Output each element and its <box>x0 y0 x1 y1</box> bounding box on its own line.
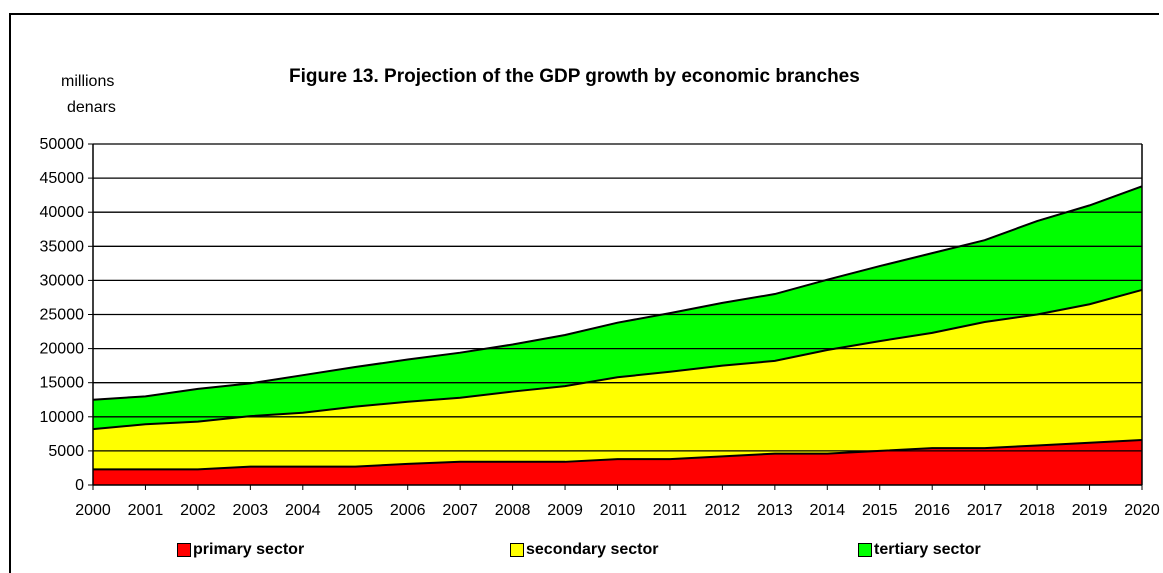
x-tick-label: 2011 <box>653 502 688 519</box>
x-tick-label: 2013 <box>757 502 793 519</box>
x-tick-label: 2009 <box>547 502 583 519</box>
legend-label-tertiary: tertiary sector <box>874 541 981 558</box>
y-tick-label: 35000 <box>40 238 85 255</box>
y-tick-label: 40000 <box>40 204 85 221</box>
y-tick-label: 15000 <box>40 375 85 392</box>
y-tick-label: 20000 <box>40 341 85 358</box>
y-tick-label: 45000 <box>40 170 85 187</box>
legend-item-tertiary: tertiary sector <box>858 540 981 560</box>
series-line-tertiary-sector <box>92 185 1143 401</box>
area-tertiary-sector <box>93 186 1142 430</box>
chart-title: Figure 13. Projection of the GDP growth … <box>289 66 860 87</box>
x-tick-label: 2000 <box>75 502 111 519</box>
legend-label-primary: primary sector <box>193 541 305 558</box>
x-tick-label: 2016 <box>914 502 950 519</box>
y-tick-label: 25000 <box>40 307 85 324</box>
legend-swatch-tertiary <box>858 543 872 557</box>
y-tick-label: 10000 <box>40 409 85 426</box>
legend-swatch-secondary <box>510 543 524 557</box>
y-axis-label-line1: millions <box>61 73 115 90</box>
chart-frame <box>9 13 1159 573</box>
x-tick-label: 2014 <box>810 502 846 519</box>
y-tick-label: 30000 <box>40 272 85 289</box>
legend-item-secondary: secondary sector <box>510 540 659 560</box>
x-tick-label: 2019 <box>1072 502 1108 519</box>
x-tick-label: 2010 <box>600 502 636 519</box>
series-line-primary-sector <box>93 438 1143 471</box>
legend-item-primary: primary sector <box>177 540 304 560</box>
x-tick-label: 2008 <box>495 502 531 519</box>
x-tick-label: 2005 <box>337 502 373 519</box>
area-secondary-sector <box>93 289 1142 470</box>
x-tick-label: 2018 <box>1019 502 1055 519</box>
x-tick-label: 2020 <box>1124 502 1160 519</box>
y-tick-label: 50000 <box>40 136 85 153</box>
x-tick-label: 2012 <box>705 502 741 519</box>
x-tick-label: 2007 <box>442 502 478 519</box>
legend-label-secondary: secondary sector <box>526 541 659 558</box>
x-tick-label: 2002 <box>180 502 216 519</box>
y-axis-label-line2: denars <box>67 99 116 116</box>
x-tick-label: 2017 <box>967 502 1003 519</box>
series-line-secondary-sector <box>92 288 1143 431</box>
legend-swatch-primary <box>177 543 191 557</box>
x-tick-label: 2001 <box>128 502 164 519</box>
x-tick-label: 2004 <box>285 502 321 519</box>
x-tick-label: 2003 <box>233 502 269 519</box>
x-tick-label: 2015 <box>862 502 898 519</box>
x-tick-label: 2006 <box>390 502 426 519</box>
y-tick-label: 5000 <box>48 443 84 460</box>
y-tick-label: 0 <box>75 477 84 494</box>
